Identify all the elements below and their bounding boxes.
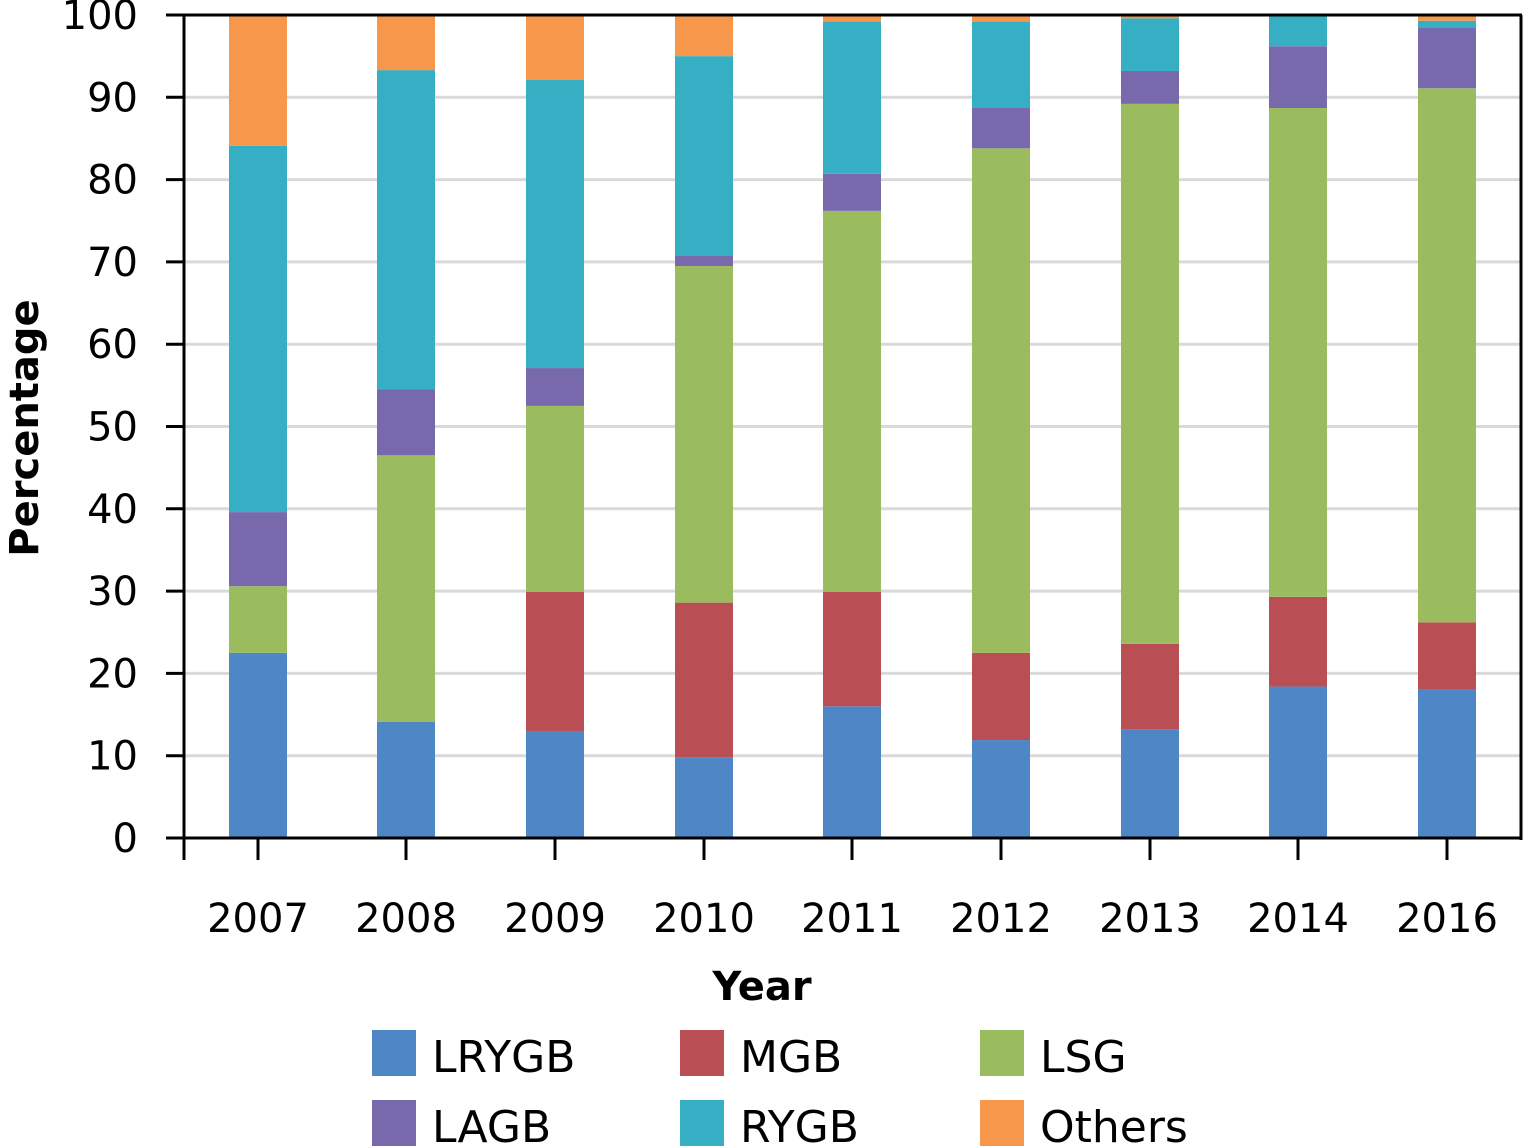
x-tick-label: 2013 — [1099, 896, 1201, 942]
bar-segment-lsg-2016 — [1418, 88, 1476, 623]
bar-segment-lrygb-2016 — [1418, 689, 1476, 838]
bar-segment-lsg-2011 — [823, 210, 881, 592]
y-tick-label: 10 — [87, 734, 138, 780]
y-tick-label: 20 — [87, 651, 138, 697]
bar-segment-lrygb-2011 — [823, 706, 881, 838]
x-tick-label: 2009 — [504, 896, 606, 942]
y-tick-label: 70 — [87, 240, 138, 286]
bar-segment-mgb-2009 — [526, 591, 584, 732]
legend-item-lagb: LAGB — [372, 1100, 551, 1146]
x-tick-label: 2010 — [653, 896, 755, 942]
bar-segment-lagb-2011 — [823, 173, 881, 211]
bar-segment-lagb-2008 — [377, 389, 435, 456]
bar-segment-rygb-2014 — [1269, 15, 1327, 47]
bar-segment-lsg-2007 — [229, 586, 287, 653]
bar-segment-lrygb-2008 — [377, 721, 435, 838]
legend-label: LSG — [1040, 1032, 1127, 1083]
bar-segment-rygb-2010 — [675, 56, 733, 256]
legend-item-rygb: RYGB — [680, 1100, 859, 1146]
bar-segment-lrygb-2013 — [1121, 729, 1179, 838]
x-tick-label: 2008 — [355, 896, 457, 942]
legend: LRYGB MGB LSG LAGB RYGB Others — [372, 1030, 1188, 1146]
bar-segment-lsg-2008 — [377, 455, 435, 722]
bar-segment-mgb-2016 — [1418, 622, 1476, 690]
y-axis-title: Percentage — [2, 299, 48, 556]
bar-segment-lagb-2010 — [675, 255, 733, 267]
legend-swatch — [372, 1030, 416, 1076]
bar-segment-rygb-2008 — [377, 70, 435, 390]
x-tick-label: 2011 — [801, 896, 903, 942]
legend-swatch — [980, 1100, 1024, 1146]
bar-segment-others-2016 — [1418, 15, 1476, 21]
legend-item-lrygb: LRYGB — [372, 1030, 575, 1083]
legend-label: LRYGB — [432, 1032, 575, 1083]
x-tick-label: 2012 — [950, 896, 1052, 942]
bar-segment-lrygb-2010 — [675, 757, 733, 838]
bar-segment-lagb-2013 — [1121, 70, 1179, 104]
bar-segment-others-2012 — [972, 15, 1030, 22]
y-tick-label: 60 — [87, 322, 138, 368]
bars — [229, 15, 1476, 838]
bar-segment-others-2013 — [1121, 15, 1179, 19]
bar-segment-others-2010 — [675, 15, 733, 57]
legend-swatch — [980, 1030, 1024, 1076]
bar-segment-rygb-2011 — [823, 21, 881, 174]
bar-segment-others-2007 — [229, 15, 287, 146]
bar-segment-mgb-2010 — [675, 602, 733, 758]
legend-item-others: Others — [980, 1100, 1188, 1146]
bar-segment-others-2009 — [526, 15, 584, 81]
bar-segment-rygb-2009 — [526, 80, 584, 369]
y-tick-label: 90 — [87, 75, 138, 121]
x-ticks: 2007 2008 2009 2010 2011 2012 2013 2014 2016 — [182, 838, 1498, 942]
legend-item-lsg: LSG — [980, 1030, 1127, 1083]
bar-segment-mgb-2011 — [823, 591, 881, 707]
bar-segment-lagb-2012 — [972, 107, 1030, 149]
x-tick-label: 2016 — [1396, 896, 1498, 942]
y-tick-label: 40 — [87, 487, 138, 533]
bar-segment-others-2008 — [377, 15, 435, 71]
bar-segment-rygb-2016 — [1418, 20, 1476, 28]
legend-label: LAGB — [432, 1102, 551, 1146]
y-tick-label: 30 — [87, 569, 138, 615]
y-tick-label: 0 — [113, 816, 138, 862]
bar-segment-lrygb-2012 — [972, 740, 1030, 838]
legend-label: RYGB — [740, 1102, 859, 1146]
bar-segment-lagb-2007 — [229, 512, 287, 587]
bar-segment-lrygb-2009 — [526, 731, 584, 838]
y-tick-label: 80 — [87, 158, 138, 204]
bar-segment-lsg-2010 — [675, 266, 733, 603]
y-tick-label: 50 — [87, 405, 138, 451]
legend-swatch — [680, 1100, 724, 1146]
bar-segment-lsg-2013 — [1121, 103, 1179, 644]
bar-segment-lsg-2012 — [972, 148, 1030, 653]
legend-label: MGB — [740, 1032, 842, 1083]
y-tick-label: 100 — [62, 0, 138, 39]
x-tick-label: 2014 — [1247, 896, 1349, 942]
bar-segment-rygb-2007 — [229, 145, 287, 513]
legend-item-mgb: MGB — [680, 1030, 842, 1083]
bar-segment-lagb-2016 — [1418, 27, 1476, 89]
bar-segment-mgb-2013 — [1121, 643, 1179, 730]
y-ticks: 0 10 20 30 40 50 60 70 80 90 100 — [62, 0, 184, 862]
bar-segment-lagb-2009 — [526, 368, 584, 406]
x-tick-label: 2007 — [207, 896, 309, 942]
bar-segment-lrygb-2007 — [229, 652, 287, 838]
bar-segment-lsg-2009 — [526, 405, 584, 592]
x-axis-title: Year — [711, 964, 811, 1010]
bar-segment-lsg-2014 — [1269, 107, 1327, 597]
bar-segment-rygb-2012 — [972, 21, 1030, 108]
bar-segment-lrygb-2014 — [1269, 686, 1327, 838]
bar-segment-rygb-2013 — [1121, 18, 1179, 71]
legend-swatch — [680, 1030, 724, 1076]
legend-label: Others — [1040, 1102, 1188, 1146]
bar-segment-mgb-2014 — [1269, 596, 1327, 687]
bar-segment-lagb-2014 — [1269, 46, 1327, 108]
bar-segment-mgb-2012 — [972, 652, 1030, 741]
bar-segment-others-2011 — [823, 15, 881, 22]
legend-swatch — [372, 1100, 416, 1146]
